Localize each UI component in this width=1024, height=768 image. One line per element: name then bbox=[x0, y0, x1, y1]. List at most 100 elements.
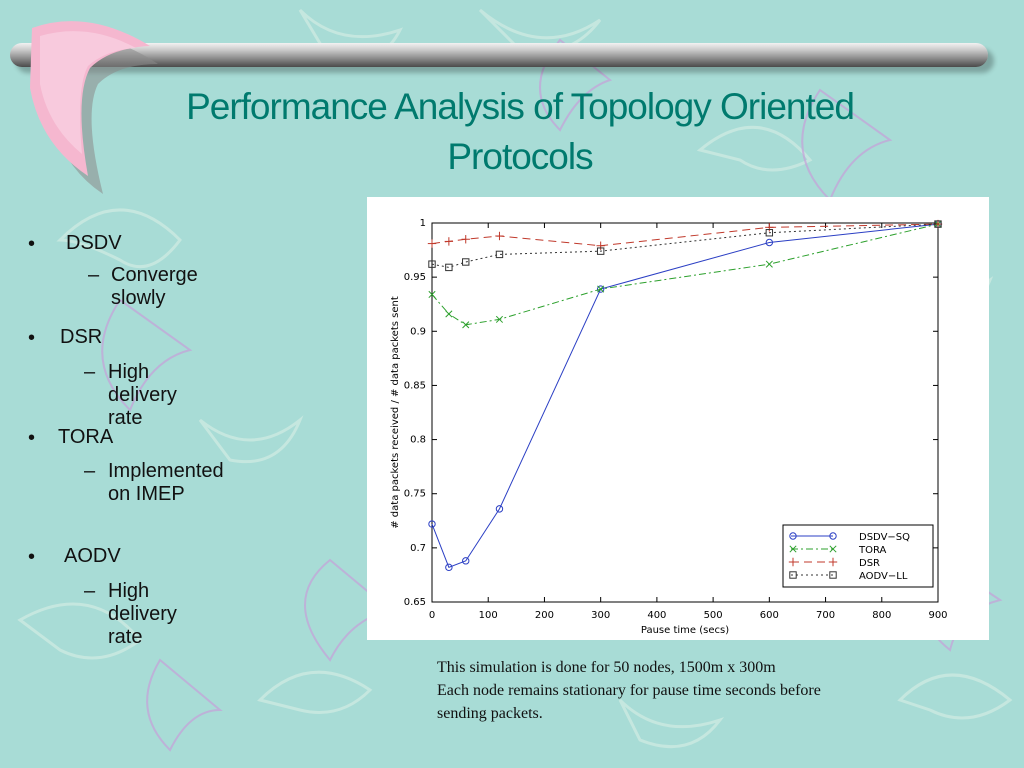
marker-square bbox=[428, 260, 436, 268]
legend-marker bbox=[788, 557, 798, 567]
bullet-aodv: AODV bbox=[64, 545, 121, 567]
data-point-dsdv-sq bbox=[445, 563, 453, 572]
bullet-glyph: • bbox=[28, 233, 36, 255]
data-point-aodv-ll bbox=[596, 247, 605, 255]
x-tick-label: 500 bbox=[704, 610, 723, 621]
x-tick-label: 0 bbox=[429, 610, 435, 621]
y-tick-label: 1 bbox=[420, 218, 426, 229]
delivery-ratio-chart: 0 100 200 300 400 500 600 700 800 900 0.65 0.7 0.75 0… bbox=[390, 218, 948, 636]
sub-bullet-dsdv: Converge slowly bbox=[111, 264, 198, 309]
data-point-tora bbox=[597, 285, 605, 293]
legend-marker bbox=[789, 545, 797, 553]
data-point-dsr bbox=[427, 239, 437, 248]
marker-circle bbox=[495, 505, 504, 513]
data-point-dsr bbox=[461, 235, 470, 244]
marker-x bbox=[495, 315, 504, 323]
data-point-dsdv-sq bbox=[596, 285, 605, 293]
bullet-glyph: • bbox=[28, 327, 36, 349]
marker-circle bbox=[789, 532, 797, 540]
legend-marker bbox=[828, 557, 838, 567]
x-tick-label: 900 bbox=[928, 610, 947, 621]
data-point-aodv-ll bbox=[462, 258, 470, 266]
boomerang-logo bbox=[30, 21, 158, 194]
x-tick-label: 800 bbox=[872, 610, 891, 621]
y-tick-label: 0.65 bbox=[404, 597, 426, 608]
x-tick-label: 600 bbox=[760, 610, 779, 621]
slide-title: Performance Analysis of Topology Oriente… bbox=[186, 86, 855, 177]
data-point-tora bbox=[765, 260, 773, 268]
data-point-tora bbox=[495, 315, 504, 323]
data-point-dsdv-sq bbox=[428, 520, 436, 528]
caption-line: This simulation is done for 50 nodes, 15… bbox=[437, 659, 776, 676]
marker-x bbox=[789, 545, 797, 553]
marker-square bbox=[445, 263, 453, 272]
marker-circle bbox=[462, 557, 470, 565]
y-tick-label: 0.8 bbox=[410, 435, 426, 446]
data-point-dsr bbox=[444, 237, 454, 246]
legend-label: TORA bbox=[858, 545, 887, 556]
legend-marker bbox=[789, 532, 797, 540]
data-point-aodv-ll bbox=[445, 263, 453, 272]
marker-x bbox=[829, 545, 837, 553]
data-point-aodv-ll bbox=[495, 250, 504, 259]
marker-x bbox=[445, 310, 453, 318]
x-tick-label: 300 bbox=[591, 610, 610, 621]
bullet-dsdv: DSDV bbox=[66, 232, 122, 254]
data-point-dsr bbox=[596, 241, 605, 250]
marker-circle bbox=[596, 285, 605, 293]
data-point-aodv-ll bbox=[765, 229, 774, 237]
legend-marker bbox=[829, 532, 837, 540]
sub-bullet-glyph: – bbox=[84, 580, 96, 602]
marker-square bbox=[934, 220, 942, 228]
x-axis-label: Pause time (secs) bbox=[641, 625, 729, 636]
data-point-dsr bbox=[495, 231, 504, 241]
sub-bullet-tora: Implemented on IMEP bbox=[108, 460, 224, 505]
sub-bullet-glyph: – bbox=[84, 460, 96, 482]
data-point-aodv-ll bbox=[934, 220, 942, 228]
marker-circle bbox=[765, 238, 774, 247]
marker-square bbox=[765, 229, 774, 237]
marker-x bbox=[462, 321, 470, 329]
chart-panel: 0 100 200 300 400 500 600 700 800 900 0.65 0.7 0.75 0… bbox=[367, 197, 989, 640]
x-tick-label: 200 bbox=[535, 610, 554, 621]
sub-bullet-glyph: – bbox=[88, 264, 100, 286]
y-tick-label: 0.85 bbox=[404, 380, 426, 391]
header-bar bbox=[10, 43, 988, 67]
x-tick-label: 400 bbox=[647, 610, 666, 621]
data-point-tora bbox=[428, 290, 436, 299]
marker-circle bbox=[829, 532, 837, 540]
bullet-tora: TORA bbox=[58, 426, 114, 448]
bullet-glyph: • bbox=[28, 427, 36, 449]
legend-marker bbox=[829, 545, 837, 553]
data-point-tora bbox=[445, 310, 453, 318]
marker-x bbox=[597, 285, 605, 293]
data-point-dsdv-sq bbox=[462, 557, 470, 565]
bullet-glyph: • bbox=[28, 546, 36, 568]
y-tick-label: 0.9 bbox=[410, 326, 426, 337]
x-tick-label: 700 bbox=[816, 610, 835, 621]
sub-bullet-aodv: High delivery rate bbox=[108, 580, 177, 648]
legend-label: AODV−LL bbox=[859, 571, 908, 582]
data-point-dsr bbox=[765, 223, 774, 232]
marker-x bbox=[765, 260, 773, 268]
caption-line: Each node remains stationary for pause t… bbox=[437, 682, 821, 699]
sub-bullet-dsr: High delivery rate bbox=[108, 361, 177, 429]
legend-marker bbox=[789, 571, 797, 579]
bullet-dsr: DSR bbox=[60, 326, 103, 348]
caption-line: sending packets. bbox=[437, 705, 543, 722]
data-point-dsdv-sq bbox=[495, 505, 504, 513]
legend-marker bbox=[829, 571, 837, 579]
legend-label: DSDV−SQ bbox=[859, 532, 910, 543]
data-point-tora bbox=[462, 321, 470, 329]
marker-square bbox=[789, 571, 797, 579]
legend-box bbox=[782, 524, 934, 588]
series-line-dsdv-sq bbox=[431, 223, 939, 568]
series-line-aodv-ll bbox=[431, 223, 939, 268]
y-axis-label: # data packets received / # data packets… bbox=[390, 296, 401, 529]
y-tick-label: 0.75 bbox=[404, 489, 426, 500]
marker-square bbox=[829, 571, 837, 579]
data-point-dsdv-sq bbox=[765, 238, 774, 247]
data-point-aodv-ll bbox=[428, 260, 436, 268]
caption: This simulation is done for 50 nodes, 15… bbox=[437, 656, 957, 725]
legend-label: DSR bbox=[859, 558, 880, 569]
